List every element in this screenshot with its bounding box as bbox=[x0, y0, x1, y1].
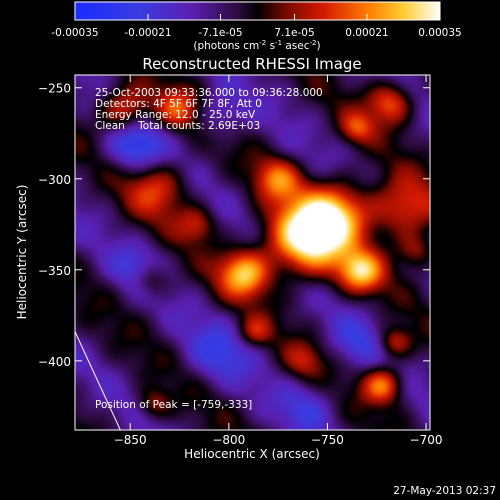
axis-ticks: −850 −800 −750 −700 −250 −300 −350 −400 bbox=[38, 75, 443, 447]
x-tick-label: −750 bbox=[311, 433, 344, 447]
colorbar-tick-label: -0.00021 bbox=[124, 27, 171, 39]
x-tick-label: −700 bbox=[410, 433, 443, 447]
colorbar-tick-label: 0.00021 bbox=[345, 27, 388, 39]
y-tick-label: −250 bbox=[38, 82, 71, 96]
annotation-energy: Energy Range: 12.0 - 25.0 keV bbox=[95, 109, 256, 121]
y-axis-label: Heliocentric Y (arcsec) bbox=[15, 185, 29, 320]
annotation-block: 25-Oct-2003 09:33:36.000 to 09:36:28.000… bbox=[95, 87, 323, 132]
heatmap-image bbox=[75, 75, 430, 430]
colorbar-ticks: -0.00035 -0.00021 -7.1e-05 7.1e-05 0.00021 0.… bbox=[51, 14, 462, 39]
plot-frame bbox=[74, 74, 431, 431]
y-tick-label: −350 bbox=[38, 264, 71, 278]
x-tick-label: −850 bbox=[114, 433, 147, 447]
peak-position-label: Position of Peak = [-759,-333] bbox=[95, 399, 252, 411]
annotation-counts: Clean Total counts: 2.69E+03 bbox=[95, 120, 260, 132]
colorbar bbox=[74, 1, 441, 21]
x-tick-label: −800 bbox=[212, 433, 245, 447]
colorbar-tick-label: 7.1e-05 bbox=[274, 27, 314, 39]
colorbar-tick-label: 0.00035 bbox=[418, 27, 461, 39]
annotation-detectors: Detectors: 4F 5F 6F 7F 8F, Att 0 bbox=[95, 98, 262, 110]
chart-title: Reconstructed RHESSI Image bbox=[142, 55, 361, 73]
y-tick-label: −400 bbox=[38, 355, 71, 369]
colorbar-unit-label: (photons cm-2 s-1 asec-2) bbox=[193, 39, 320, 52]
footer-timestamp: 27-May-2013 02:37 bbox=[393, 485, 496, 497]
limb-line bbox=[75, 331, 121, 430]
colorbar-tick-label: -0.00035 bbox=[51, 27, 98, 39]
annotation-time: 25-Oct-2003 09:33:36.000 to 09:36:28.000 bbox=[95, 87, 323, 99]
colorbar-tick-label: -7.1e-05 bbox=[198, 27, 242, 39]
y-tick-label: −300 bbox=[38, 173, 71, 187]
x-axis-label: Heliocentric X (arcsec) bbox=[184, 447, 320, 461]
